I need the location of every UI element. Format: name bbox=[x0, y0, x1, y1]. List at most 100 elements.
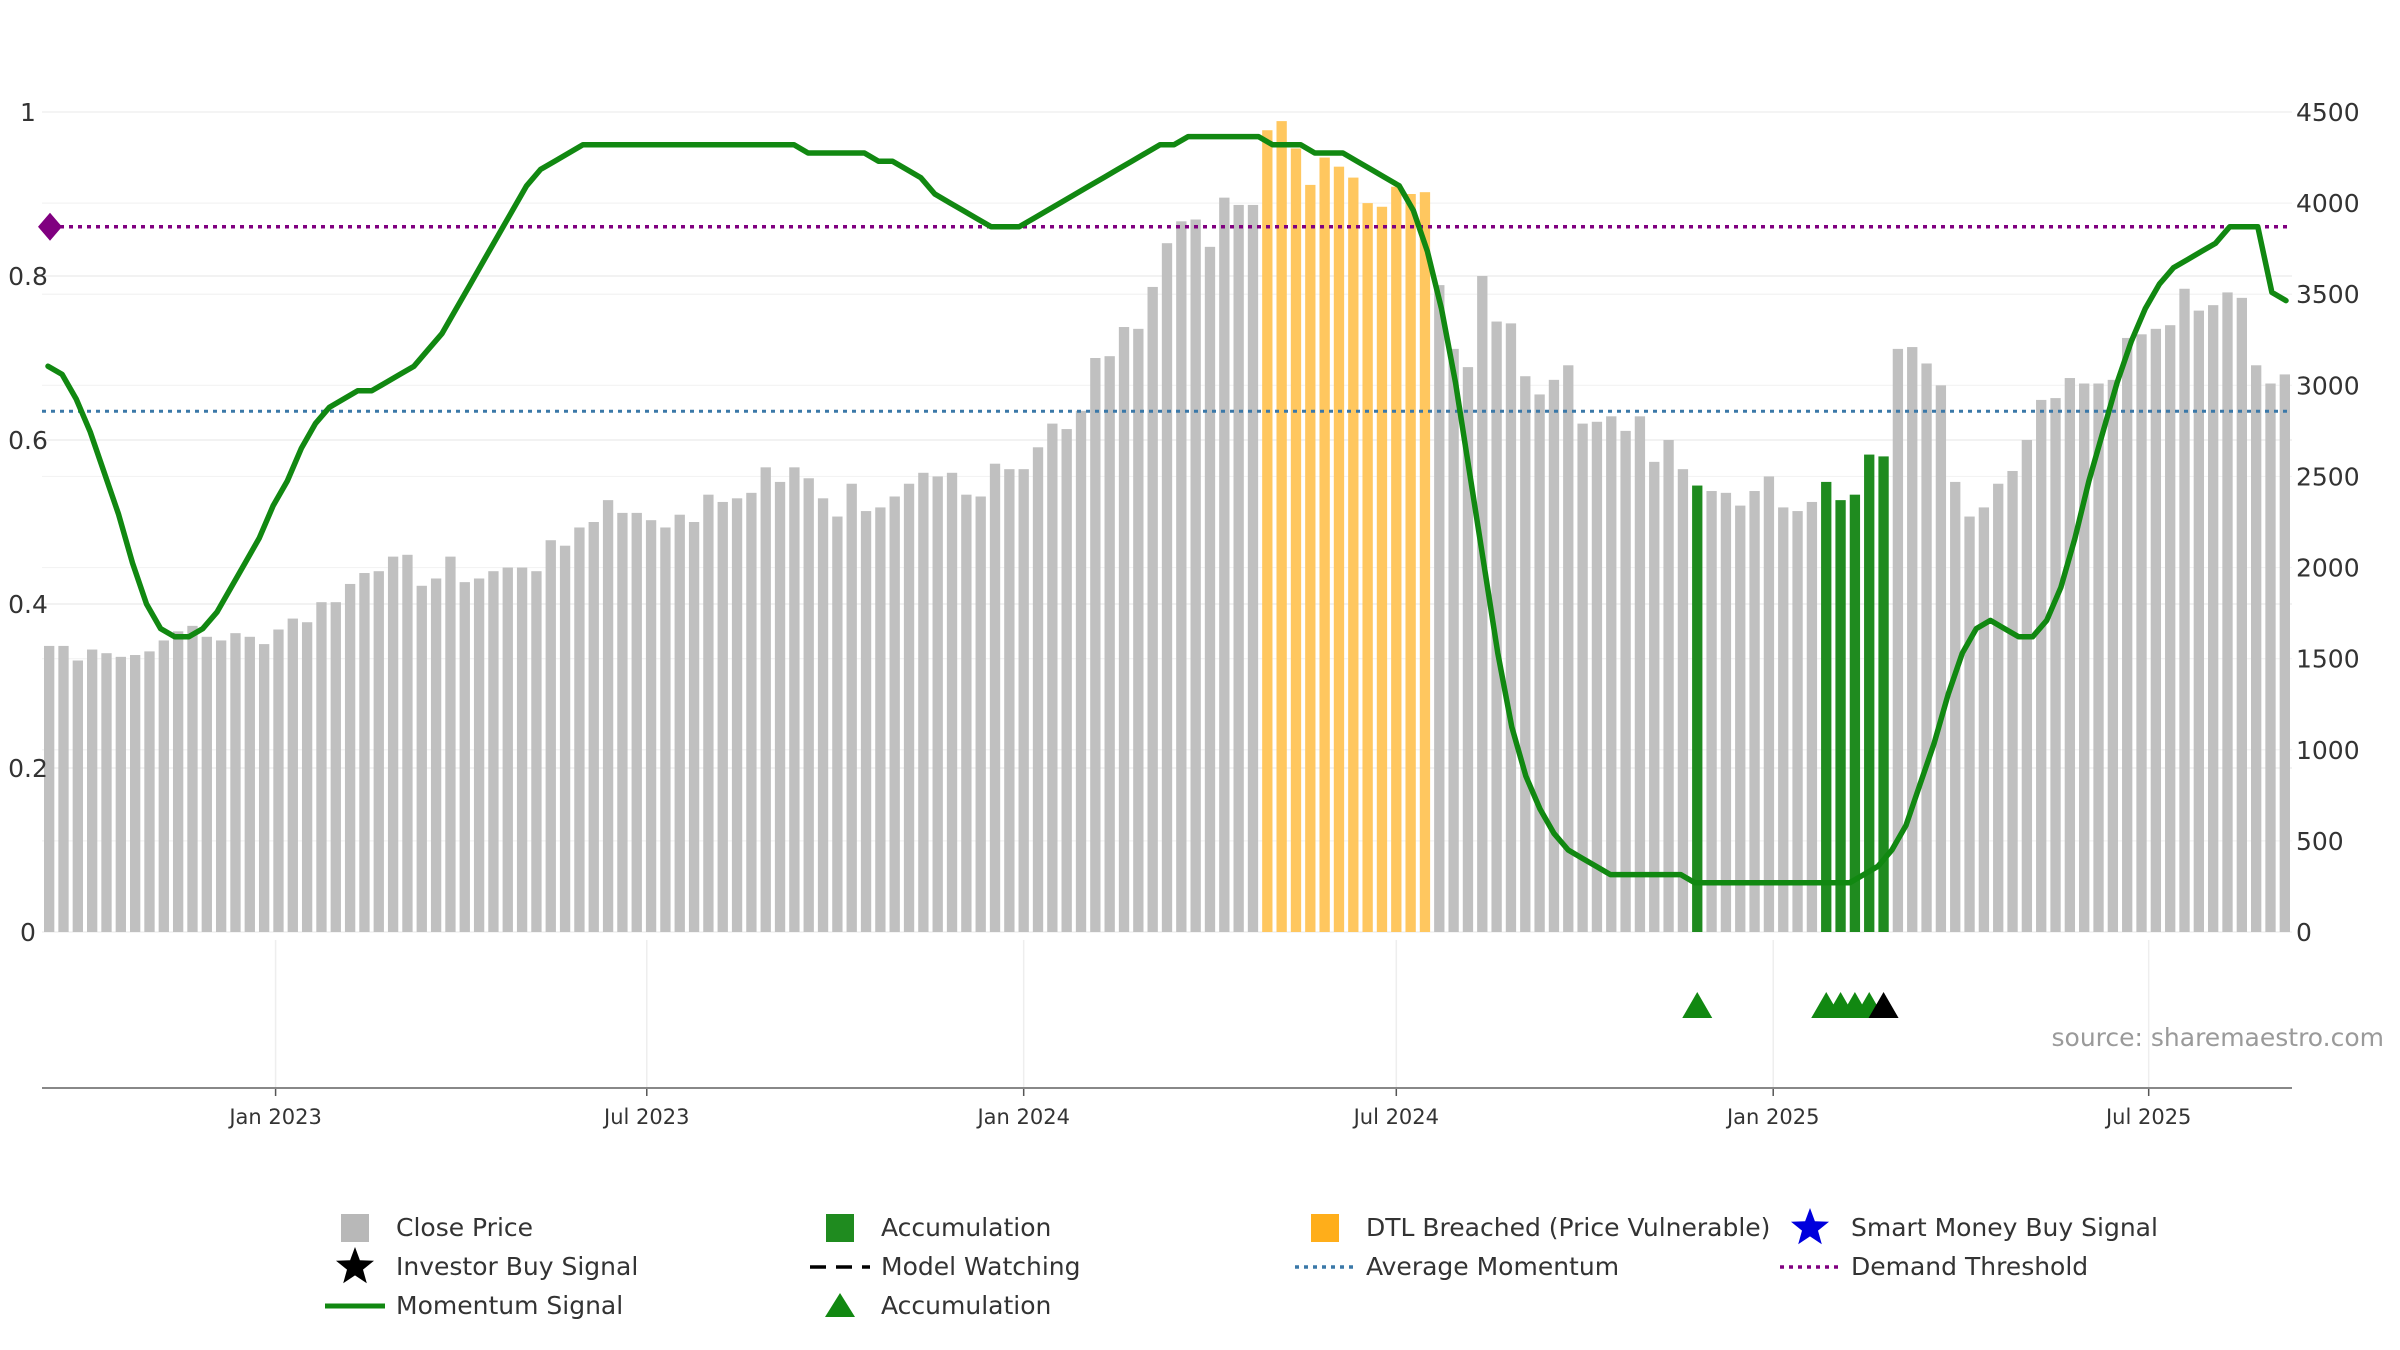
close-price-bar bbox=[2236, 297, 2247, 932]
close-price-bar bbox=[316, 602, 327, 932]
close-price-bar bbox=[1176, 221, 1187, 933]
close-price-bar bbox=[72, 660, 83, 932]
close-price-bar bbox=[1018, 469, 1029, 932]
close-price-bar bbox=[932, 476, 943, 932]
close-price-bar bbox=[731, 498, 743, 932]
close-price-bar bbox=[187, 625, 198, 932]
close-price-bar bbox=[1448, 348, 1459, 932]
close-price-bar bbox=[1118, 327, 1130, 932]
close-price-bar bbox=[1706, 491, 1717, 932]
close-price-bar bbox=[2007, 470, 2018, 932]
close-price-bar bbox=[2036, 399, 2047, 932]
close-price-bar bbox=[717, 501, 728, 932]
legend-acc_bar-swatch bbox=[826, 1214, 854, 1242]
close-price-bar bbox=[1792, 511, 1803, 932]
close-price-bar bbox=[330, 602, 341, 932]
legend-item-watch: Model Watching bbox=[810, 1252, 1081, 1281]
legend-label: Investor Buy Signal bbox=[396, 1252, 638, 1281]
close-price-bar bbox=[58, 645, 69, 932]
close-price-bar bbox=[760, 467, 771, 932]
close-price-bar bbox=[1204, 246, 1216, 932]
accumulation-bar bbox=[1864, 454, 1875, 932]
close-price-bar bbox=[201, 636, 212, 932]
close-price-bar bbox=[1950, 481, 1961, 932]
right-tick-label: 4500 bbox=[2296, 98, 2360, 127]
right-tick-label: 2500 bbox=[2296, 462, 2360, 491]
accumulation-triangle bbox=[1682, 992, 1713, 1018]
close-price-bar bbox=[2208, 305, 2219, 933]
close-price-bar bbox=[1964, 516, 1975, 932]
close-price-bar bbox=[803, 478, 814, 932]
close-price-bar bbox=[172, 631, 184, 932]
x-tick-label: Jan 2024 bbox=[975, 1105, 1070, 1129]
close-price-bar bbox=[373, 571, 384, 932]
legend-label: Accumulation bbox=[881, 1213, 1051, 1242]
close-price-bar bbox=[961, 494, 972, 932]
close-price-bar bbox=[1720, 492, 1732, 932]
x-tick-label: Jul 2023 bbox=[602, 1105, 689, 1129]
legend-dtl-swatch bbox=[1311, 1214, 1339, 1242]
legend-item-close: Close Price bbox=[341, 1213, 533, 1242]
dtl-breached-bar bbox=[1319, 157, 1330, 933]
accumulation-bar bbox=[1835, 500, 1846, 932]
legend-item-smart: Smart Money Buy Signal bbox=[1791, 1208, 2158, 1245]
close-price-bar bbox=[588, 522, 599, 932]
source-note: source: sharemaestro.com bbox=[2052, 1023, 2385, 1052]
close-price-bar bbox=[1606, 416, 1617, 932]
accumulation-bar bbox=[1878, 456, 1889, 932]
close-price-bar bbox=[1620, 430, 1631, 932]
close-price-bar bbox=[875, 507, 886, 932]
dtl-breached-bar bbox=[1333, 166, 1345, 932]
close-price-bar bbox=[946, 472, 958, 932]
close-price-bar bbox=[789, 467, 800, 932]
close-price-bar bbox=[545, 540, 556, 932]
close-price-bar bbox=[473, 578, 485, 932]
legend-smart-swatch bbox=[1791, 1208, 1829, 1245]
left-tick-label: 0 bbox=[20, 918, 36, 947]
accumulation-bar bbox=[1849, 494, 1861, 932]
close-price-bar bbox=[2251, 365, 2262, 932]
close-price-bar bbox=[1921, 363, 1932, 932]
close-price-bar bbox=[1247, 204, 1259, 932]
close-price-bar bbox=[1133, 328, 1144, 932]
close-price-bar bbox=[516, 567, 528, 932]
signal-markers bbox=[1682, 992, 1899, 1018]
right-tick-label: 2000 bbox=[2296, 554, 2360, 583]
close-price-bar bbox=[1219, 197, 1230, 933]
close-price-bar bbox=[1763, 476, 1775, 932]
right-tick-label: 1500 bbox=[2296, 645, 2360, 674]
legend-item-avg: Average Momentum bbox=[1295, 1252, 1619, 1281]
dtl-breached-bar bbox=[1419, 192, 1431, 932]
legend-item-acc_tri: Accumulation bbox=[825, 1291, 1051, 1320]
close-price-bar bbox=[158, 640, 169, 932]
close-price-bar bbox=[129, 655, 141, 932]
close-price-bar bbox=[2193, 310, 2205, 933]
axes: 0 0.2 0.4 0.6 0.8 1 0 500 1000 1500 2000 2500 3000 35… bbox=[8, 98, 2360, 1129]
legend-item-demand: Demand Threshold bbox=[1780, 1252, 2088, 1281]
dtl-breached-bar bbox=[1348, 177, 1359, 933]
close-price-bar bbox=[359, 573, 370, 932]
close-price-bar bbox=[445, 556, 456, 932]
close-price-bar bbox=[1649, 461, 1660, 932]
dtl-breached-bar bbox=[1276, 121, 1287, 933]
close-price-bar bbox=[660, 527, 671, 932]
close-price-bar bbox=[402, 554, 413, 932]
close-price-bar bbox=[846, 483, 857, 932]
close-price-bar bbox=[2165, 325, 2176, 932]
close-price-bar bbox=[1061, 429, 1072, 932]
close-price-bar bbox=[1477, 276, 1488, 932]
left-tick-label: 0.8 bbox=[8, 262, 48, 291]
legend-investor-swatch bbox=[336, 1247, 374, 1284]
close-price-bar bbox=[2050, 398, 2061, 933]
close-price-bar bbox=[1634, 416, 1646, 932]
close-price-bar bbox=[903, 483, 915, 932]
close-price-bar bbox=[645, 520, 657, 932]
close-price-bar bbox=[502, 567, 513, 932]
close-price-bar bbox=[301, 622, 313, 932]
legend-label: Average Momentum bbox=[1366, 1252, 1619, 1281]
close-price-bar bbox=[1190, 219, 1201, 932]
close-price-bar bbox=[1147, 286, 1158, 932]
close-price-bar bbox=[2150, 328, 2162, 932]
close-price-bar bbox=[2107, 379, 2119, 932]
dtl-breached-bar bbox=[1405, 194, 1416, 932]
